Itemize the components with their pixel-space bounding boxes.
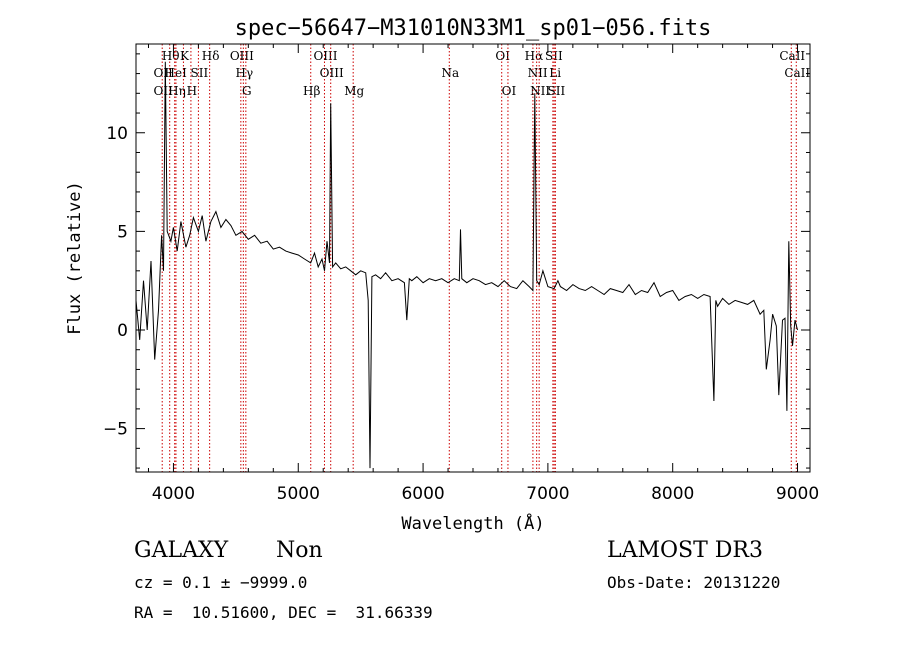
line-marker-label: SII	[548, 84, 566, 98]
observation-date: Obs-Date: 20131220	[607, 573, 781, 592]
object-subclass: Non	[276, 538, 323, 563]
line-marker-label: Hα	[525, 49, 544, 63]
line-marker-label: OI	[495, 49, 510, 63]
line-marker-label: Na	[441, 66, 459, 80]
spectrum-series	[135, 61, 798, 469]
x-tick-label: 8000	[651, 484, 694, 504]
survey-name: LAMOST DR3	[607, 538, 763, 563]
line-marker-label: OIII	[230, 49, 254, 63]
redshift-value: cz = 0.1 ± −9999.0	[134, 573, 308, 592]
spectrum-line	[135, 61, 798, 469]
plot-frame	[135, 43, 811, 473]
line-marker-label: OIII	[313, 49, 337, 63]
y-tick-label: 10	[106, 124, 128, 144]
y-axis-label: Flux (relative)	[65, 181, 85, 335]
x-tick-label: 5000	[277, 484, 320, 504]
x-tick-label: 7000	[526, 484, 569, 504]
y-tick-label: −5	[103, 420, 128, 440]
line-marker-label: SII	[191, 66, 209, 80]
line-marker-label: H	[187, 84, 197, 98]
x-tick-label: 9000	[776, 484, 819, 504]
line-marker-label: Hθ	[162, 49, 180, 63]
line-marker-label: OIII	[320, 66, 344, 80]
chart-title: spec−56647−M31010N33M1_sp01−056.fits	[235, 16, 712, 41]
x-tick-label: 6000	[401, 484, 444, 504]
x-axis: 4000 5000 6000 7000 8000 9000	[147, 44, 819, 504]
line-marker-label: Hδ	[202, 49, 220, 63]
y-tick-label: 5	[117, 222, 128, 242]
line-marker-label: Hβ	[303, 84, 320, 98]
line-marker-label: Mg	[344, 84, 364, 98]
x-axis-label: Wavelength (Å)	[401, 512, 544, 534]
line-marker-label: OI	[502, 84, 517, 98]
line-marker-label: NII	[528, 66, 548, 80]
line-marker-label: Hη	[168, 84, 186, 98]
line-marker-label: OII	[154, 84, 174, 98]
object-class: GALAXY	[134, 538, 229, 563]
line-marker-label: Hγ	[236, 66, 254, 80]
line-marker-label: OII	[154, 66, 174, 80]
y-axis: −5 0 5 10	[103, 53, 810, 469]
x-tick-label: 4000	[152, 484, 195, 504]
y-tick-label: 0	[117, 321, 128, 341]
line-marker-label: CaII	[779, 49, 805, 63]
coordinates: RA = 10.51600, DEC = 31.66339	[134, 603, 433, 622]
line-marker-label: CaII	[784, 66, 810, 80]
line-marker-label: K	[180, 49, 190, 63]
line-marker-label: G	[242, 84, 252, 98]
